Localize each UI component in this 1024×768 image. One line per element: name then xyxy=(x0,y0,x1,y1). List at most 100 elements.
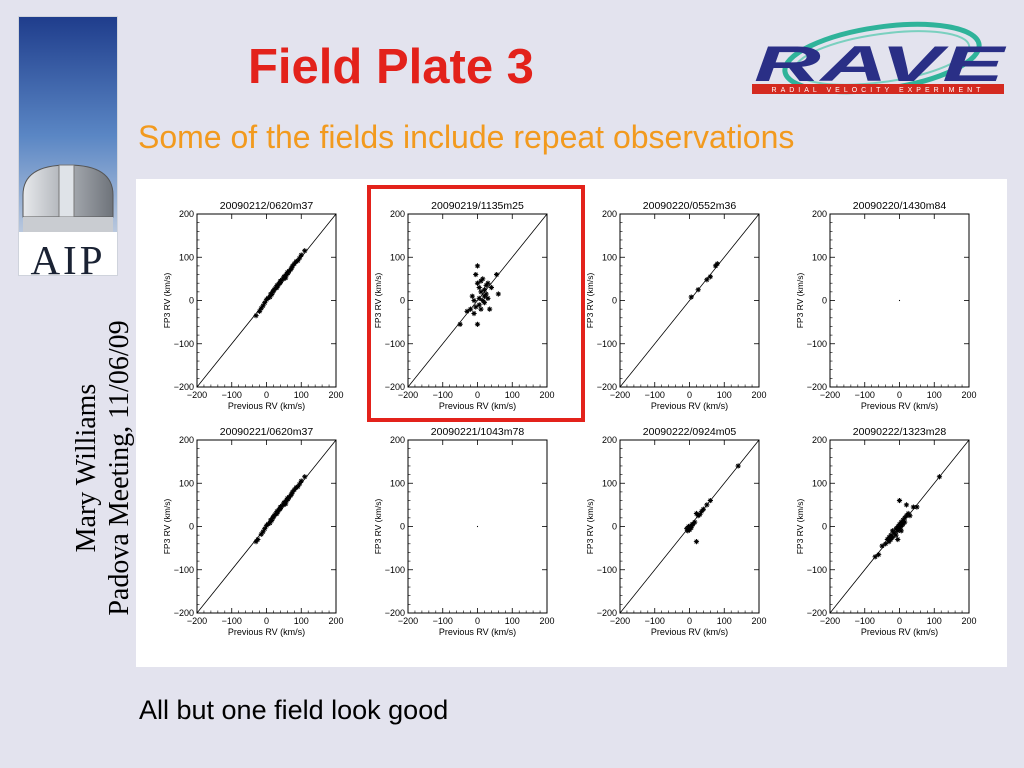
rave-logo: RAVE RADIAL VELOCITY EXPERIMENT xyxy=(750,20,1008,102)
data-point xyxy=(699,508,705,514)
data-point xyxy=(291,487,297,493)
data-point xyxy=(269,291,275,298)
data-point xyxy=(480,276,486,282)
data-point xyxy=(910,504,916,510)
data-point xyxy=(267,294,273,300)
y-axis-label: FP3 RV (km/s) xyxy=(373,273,383,329)
y-tick-label: 100 xyxy=(179,252,194,262)
data-point xyxy=(288,491,295,497)
page-subtitle: Some of the fields include repeat observ… xyxy=(138,119,795,155)
aip-logo-text: AIP xyxy=(30,237,106,283)
x-tick-label: 0 xyxy=(687,390,692,400)
x-axis-label: Previous RV (km/s) xyxy=(228,401,305,411)
data-point xyxy=(467,306,474,312)
x-tick-label: 0 xyxy=(264,616,269,626)
data-point xyxy=(888,536,894,543)
data-point xyxy=(907,513,913,519)
y-tick-label: −100 xyxy=(385,565,405,575)
y-axis-label: FP3 RV (km/s) xyxy=(162,499,172,555)
data-point xyxy=(879,543,885,549)
data-point xyxy=(898,519,904,525)
x-axis-label: Previous RV (km/s) xyxy=(861,401,938,411)
plot-title: 20090219/1135m25 xyxy=(431,200,524,212)
data-point xyxy=(898,523,904,530)
data-point xyxy=(260,529,266,535)
data-point xyxy=(886,539,892,545)
data-point xyxy=(291,261,297,267)
data-point xyxy=(255,536,261,543)
data-point xyxy=(485,280,491,286)
data-point xyxy=(895,536,901,543)
data-point xyxy=(274,510,280,517)
page-title: Field Plate 3 xyxy=(248,40,534,94)
plot-title: 20090222/1323m28 xyxy=(853,426,947,438)
data-point xyxy=(469,293,475,299)
x-axis-label: Previous RV (km/s) xyxy=(861,627,938,637)
data-point xyxy=(685,528,691,534)
x-tick-label: −200 xyxy=(398,390,418,400)
data-point xyxy=(903,502,910,508)
data-point xyxy=(293,484,299,491)
data-point xyxy=(296,481,303,487)
data-point xyxy=(298,478,304,484)
scatter-panel: 20090221/0620m37 −200 −100 0 100 200 −200 −100 0… xyxy=(162,426,344,637)
data-point xyxy=(903,513,910,519)
data-point xyxy=(889,528,896,534)
data-point xyxy=(298,252,304,258)
data-point xyxy=(483,282,489,288)
y-tick-label: −200 xyxy=(174,382,194,392)
data-point xyxy=(898,528,904,534)
y-tick-label: −100 xyxy=(807,565,827,575)
data-point xyxy=(898,299,901,302)
x-tick-label: 200 xyxy=(539,390,554,400)
x-tick-label: −100 xyxy=(433,616,453,626)
y-tick-label: 200 xyxy=(390,209,405,219)
data-point xyxy=(476,295,482,301)
data-point xyxy=(480,297,486,304)
y-axis-label: FP3 RV (km/s) xyxy=(795,273,805,329)
side-credit: Mary Williams Padova Meeting, 11/06/09 xyxy=(70,258,136,678)
data-point xyxy=(704,502,710,508)
y-tick-label: −100 xyxy=(597,339,617,349)
x-tick-label: −200 xyxy=(398,616,418,626)
data-point xyxy=(735,463,741,469)
y-tick-label: 0 xyxy=(612,522,617,532)
data-point xyxy=(883,541,889,547)
data-point xyxy=(692,519,698,525)
scatter-panel: 20090219/1135m25 −200 −100 0 100 200 −200 −100 0… xyxy=(367,185,585,422)
data-point xyxy=(478,278,484,284)
data-point xyxy=(265,295,271,301)
y-tick-label: 0 xyxy=(189,296,194,306)
x-tick-label: 200 xyxy=(539,616,554,626)
y-tick-label: −200 xyxy=(174,608,194,618)
scatter-panel: 20090220/1430m84 −200 −100 0 100 200 −200 −100 0… xyxy=(795,200,977,411)
plot-title: 20090220/1430m84 xyxy=(853,200,947,212)
footer-note: All but one field look good xyxy=(139,695,449,725)
data-point xyxy=(283,501,289,507)
x-tick-label: 100 xyxy=(294,616,309,626)
data-point xyxy=(893,532,899,538)
x-tick-label: 0 xyxy=(687,616,692,626)
x-tick-label: 0 xyxy=(475,390,480,400)
data-point xyxy=(481,293,488,299)
y-tick-label: −100 xyxy=(385,339,405,349)
x-axis-label: Previous RV (km/s) xyxy=(651,401,728,411)
y-tick-label: 200 xyxy=(179,435,194,445)
x-axis-label: Previous RV (km/s) xyxy=(439,627,516,637)
data-point xyxy=(274,284,280,291)
data-point xyxy=(464,308,470,314)
plot-title: 20090221/1043m78 xyxy=(431,426,525,438)
y-tick-label: 100 xyxy=(602,252,617,262)
data-point xyxy=(473,271,479,278)
data-point xyxy=(285,270,291,276)
data-point xyxy=(900,521,906,527)
y-tick-label: 100 xyxy=(812,478,827,488)
plot-title: 20090220/0552m36 xyxy=(643,200,737,212)
x-tick-label: 100 xyxy=(717,390,732,400)
y-tick-label: 0 xyxy=(189,522,194,532)
data-point xyxy=(285,496,291,502)
data-point xyxy=(474,263,481,269)
y-tick-label: 0 xyxy=(400,522,405,532)
x-tick-label: 200 xyxy=(751,390,766,400)
data-point xyxy=(476,302,482,308)
